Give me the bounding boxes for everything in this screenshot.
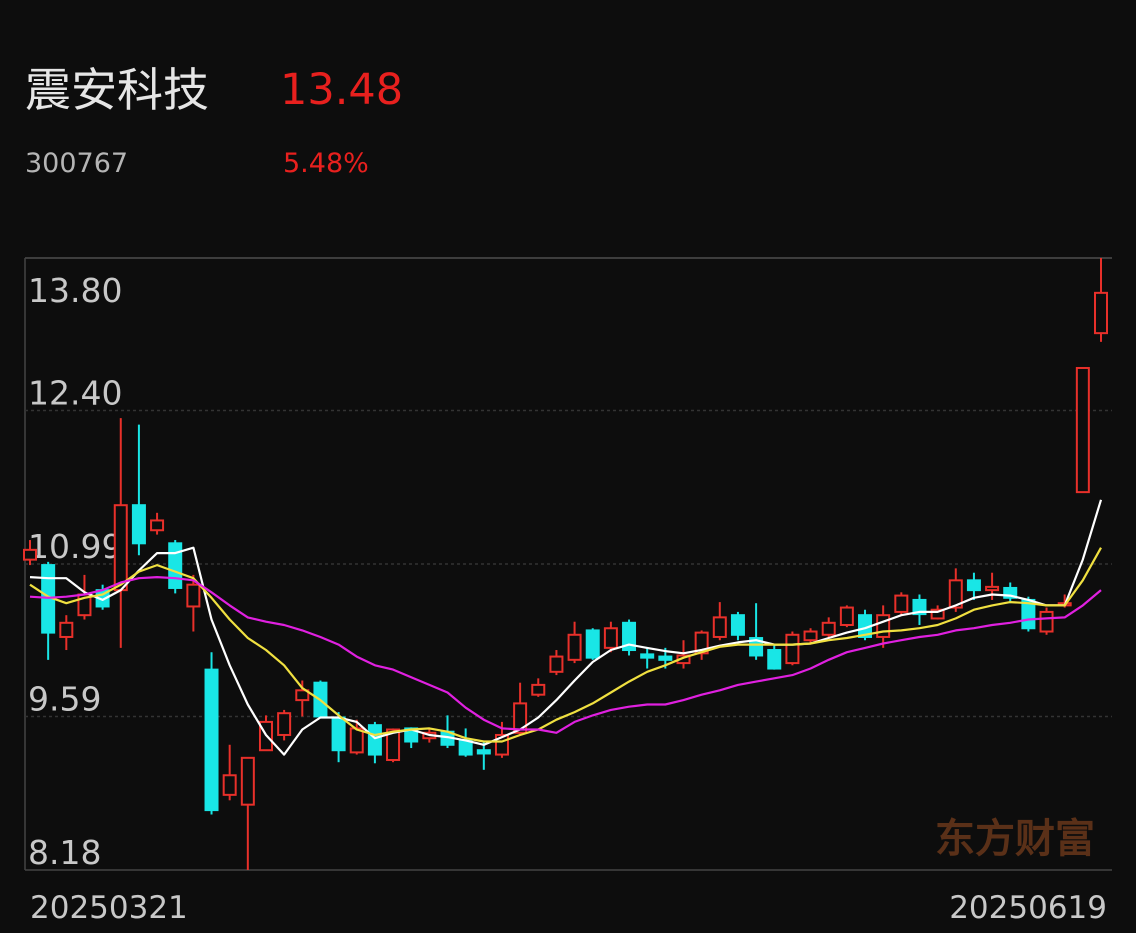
moving-average-line bbox=[29, 576, 1102, 734]
candle-body bbox=[894, 594, 909, 613]
candle-body bbox=[131, 504, 146, 545]
candle-body bbox=[567, 633, 582, 661]
candle-body bbox=[585, 629, 600, 659]
candle-body bbox=[476, 749, 491, 755]
candle-body bbox=[876, 614, 891, 638]
candle-body bbox=[930, 608, 945, 620]
y-tick-label: 9.59 bbox=[28, 679, 101, 718]
candle-body bbox=[730, 614, 745, 636]
candle-body bbox=[712, 616, 727, 638]
y-tick-label: 13.80 bbox=[28, 271, 122, 310]
candle-body bbox=[222, 774, 237, 796]
candle-body bbox=[839, 606, 854, 626]
candle-body bbox=[912, 598, 927, 616]
candle-body bbox=[640, 653, 655, 659]
x-tick-label: 20250321 bbox=[30, 890, 188, 926]
candle-body bbox=[622, 621, 637, 652]
candle-body bbox=[821, 621, 836, 636]
candle-body bbox=[23, 548, 37, 561]
watermark: 东方财富 bbox=[935, 815, 1095, 862]
candle-body bbox=[785, 633, 800, 665]
candle-body bbox=[767, 649, 782, 670]
candle-body bbox=[168, 542, 183, 589]
candle-body bbox=[1039, 610, 1054, 633]
candle-body bbox=[948, 579, 963, 609]
candle-body bbox=[603, 627, 618, 649]
candle-body bbox=[367, 724, 382, 756]
candle-body bbox=[240, 756, 255, 806]
candle-body bbox=[531, 683, 546, 696]
candle-body bbox=[386, 728, 401, 762]
candle-body bbox=[349, 727, 364, 754]
stock-price: 13.48 bbox=[280, 65, 403, 115]
candle-body bbox=[658, 655, 673, 661]
stock-name: 震安科技 bbox=[25, 63, 209, 117]
candle-body bbox=[331, 716, 346, 752]
y-tick-label: 10.99 bbox=[28, 527, 122, 566]
candle-body bbox=[1094, 291, 1108, 335]
candle-body bbox=[985, 585, 1000, 592]
x-tick-label: 20250619 bbox=[949, 890, 1107, 926]
candle-body bbox=[749, 637, 764, 657]
candle-body bbox=[204, 668, 219, 812]
candle-body bbox=[966, 579, 981, 592]
moving-average-line bbox=[29, 547, 1102, 743]
candle-body bbox=[1075, 366, 1090, 494]
candle-body bbox=[277, 712, 292, 736]
candle-body bbox=[150, 519, 165, 532]
candle-body bbox=[59, 621, 74, 638]
stock-change: 5.48% bbox=[283, 148, 369, 179]
candle-body bbox=[803, 630, 818, 642]
candle-body bbox=[549, 655, 564, 673]
y-tick-label: 12.40 bbox=[28, 373, 122, 412]
candle-body bbox=[513, 702, 528, 734]
candle-body bbox=[186, 583, 201, 608]
y-tick-label: 8.18 bbox=[28, 833, 101, 872]
candle-body bbox=[1003, 586, 1018, 599]
candle-body bbox=[295, 689, 310, 702]
moving-average-line bbox=[29, 499, 1103, 756]
stock-code: 300767 bbox=[25, 148, 128, 179]
candle-body bbox=[113, 504, 128, 592]
